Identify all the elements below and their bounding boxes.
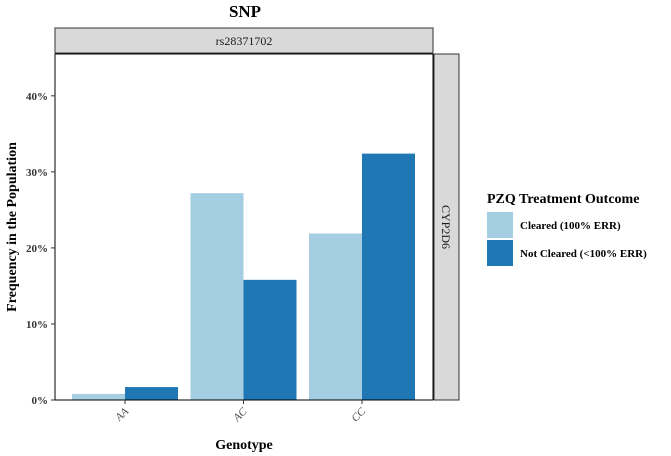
x-tick-label: AC xyxy=(230,405,250,425)
legend: PZQ Treatment Outcome Cleared (100% ERR)… xyxy=(487,192,647,266)
bar-aa-not-cleared xyxy=(125,387,178,400)
x-tick-label: AA xyxy=(112,405,131,424)
legend-title: PZQ Treatment Outcome xyxy=(487,192,639,207)
facet-strip-top xyxy=(54,27,434,54)
bar-cc-not-cleared xyxy=(362,153,415,400)
y-axis-title: Frequency in the Population xyxy=(5,142,20,312)
y-tick-label: 0% xyxy=(32,395,49,407)
bars xyxy=(72,153,415,400)
x-axis-title: Genotype xyxy=(215,438,273,453)
facet-strip-right-label: CYP2D6 xyxy=(439,205,453,249)
y-tick-label: 30% xyxy=(26,167,48,179)
x-ticks: AA AC CC xyxy=(112,400,369,425)
y-tick-label: 10% xyxy=(26,319,48,331)
y-tick-label: 20% xyxy=(26,243,48,255)
bar-aa-cleared xyxy=(72,393,125,400)
bar-ac-not-cleared xyxy=(243,279,297,400)
y-ticks: 0% 10% 20% 30% 40% xyxy=(26,91,55,407)
legend-swatch-cleared xyxy=(487,212,513,238)
bar-cc-cleared xyxy=(309,233,362,400)
plot-area xyxy=(54,53,434,401)
y-tick-label: 40% xyxy=(26,91,48,103)
legend-label-cleared: Cleared (100% ERR) xyxy=(520,220,621,232)
x-tick-label: CC xyxy=(349,405,368,424)
legend-swatch-not-cleared xyxy=(487,240,513,266)
facet-strip-right xyxy=(433,53,460,401)
chart-title: SNP xyxy=(229,2,261,21)
facet-strip-top-label: rs28371702 xyxy=(216,34,273,48)
bar-ac-cleared xyxy=(190,193,244,400)
legend-label-not-cleared: Not Cleared (<100% ERR) xyxy=(520,248,647,260)
